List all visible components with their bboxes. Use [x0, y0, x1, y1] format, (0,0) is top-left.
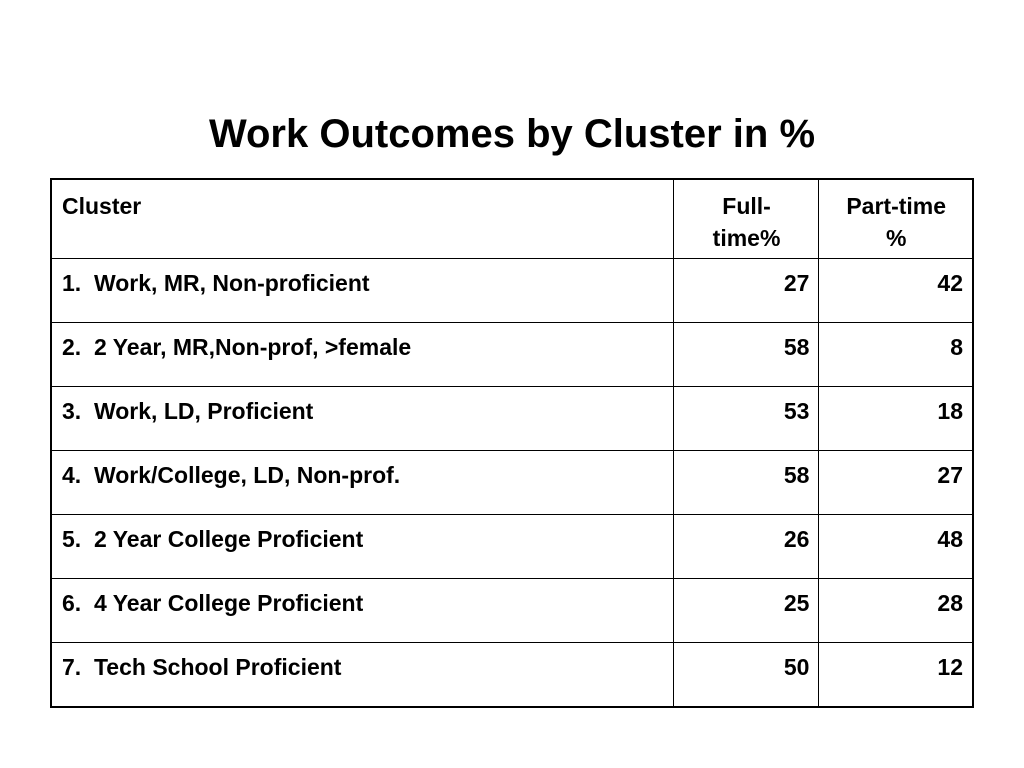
full-time-percent: 50 — [672, 642, 820, 708]
table-row: 5. 2 Year College Proficient 26 48 — [50, 514, 974, 579]
header-part-time-line-2: % — [885, 225, 907, 251]
header-full-time-line-1: Full- — [722, 193, 771, 219]
part-time-percent: 12 — [818, 642, 974, 708]
part-time-percent: 48 — [818, 514, 974, 579]
full-time-percent: 26 — [672, 514, 820, 579]
part-time-percent: 18 — [818, 386, 974, 451]
header-part-time: Part-time % — [818, 178, 974, 259]
full-time-percent: 58 — [672, 322, 820, 387]
cluster-name: 4. Work/College, LD, Non-prof. — [50, 450, 674, 515]
table-row: 3. Work, LD, Proficient 53 18 — [50, 386, 974, 451]
table-header-row: Cluster Full- time% Part-time % — [50, 178, 974, 259]
header-cluster: Cluster — [50, 178, 674, 259]
part-time-percent: 42 — [818, 258, 974, 323]
table-row: 1. Work, MR, Non-proficient 27 42 — [50, 258, 974, 323]
cluster-name: 5. 2 Year College Proficient — [50, 514, 674, 579]
part-time-percent: 28 — [818, 578, 974, 643]
header-full-time: Full- time% — [672, 178, 820, 259]
full-time-percent: 58 — [672, 450, 820, 515]
cluster-name: 6. 4 Year College Proficient — [50, 578, 674, 643]
cluster-name: 7. Tech School Proficient — [50, 642, 674, 708]
table-row: 2. 2 Year, MR,Non-prof, >female 58 8 — [50, 322, 974, 387]
cluster-name: 3. Work, LD, Proficient — [50, 386, 674, 451]
cluster-name: 2. 2 Year, MR,Non-prof, >female — [50, 322, 674, 387]
header-full-time-line-2: time% — [712, 225, 781, 251]
full-time-percent: 27 — [672, 258, 820, 323]
full-time-percent: 25 — [672, 578, 820, 643]
full-time-percent: 53 — [672, 386, 820, 451]
header-part-time-line-1: Part-time — [846, 193, 947, 219]
table-row: 7. Tech School Proficient 50 12 — [50, 642, 974, 708]
part-time-percent: 8 — [818, 322, 974, 387]
table-row: 4. Work/College, LD, Non-prof. 58 27 — [50, 450, 974, 515]
slide-title: Work Outcomes by Cluster in % — [208, 112, 816, 156]
cluster-name: 1. Work, MR, Non-proficient — [50, 258, 674, 323]
work-outcomes-table: Cluster Full- time% Part-time % 1. Work,… — [50, 178, 974, 708]
table-row: 6. 4 Year College Proficient 25 28 — [50, 578, 974, 643]
part-time-percent: 27 — [818, 450, 974, 515]
